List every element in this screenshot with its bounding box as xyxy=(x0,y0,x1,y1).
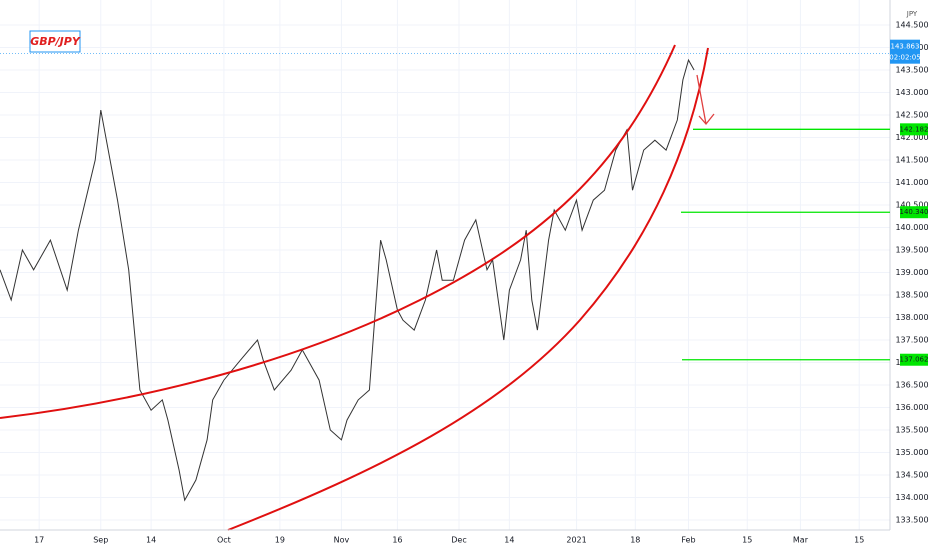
currency: JPY xyxy=(906,10,918,18)
x-tick-label: 19 xyxy=(275,536,285,545)
price-line xyxy=(0,58,695,502)
chart-title: GBP/JPY xyxy=(30,35,81,48)
y-tick-label: 143.000 xyxy=(895,88,928,97)
y-tick-label: 141.500 xyxy=(895,156,928,165)
x-tick-label: 14 xyxy=(146,536,156,545)
x-tick-label: 14 xyxy=(504,536,514,545)
grid xyxy=(0,0,890,530)
y-tick-label: 138.500 xyxy=(895,291,928,300)
y-tick-label: 140.500 xyxy=(895,201,928,210)
y-tick-label: 139.500 xyxy=(895,246,928,255)
y-tick-label: 133.500 xyxy=(895,516,928,525)
title-box xyxy=(29,30,81,53)
x-tick-label: Feb xyxy=(681,536,695,545)
y-tick-label: 143.500 xyxy=(895,66,928,75)
y-tick-label: 138.000 xyxy=(895,313,928,322)
x-tick-label: Dec xyxy=(451,536,466,545)
level-label: 140.340 xyxy=(900,208,929,216)
level-box xyxy=(900,123,928,136)
x-tick-label: Oct xyxy=(217,536,231,545)
x-tick-label: 16 xyxy=(392,536,402,545)
x-tick-label: Nov xyxy=(334,536,350,545)
last-price-label: 143.863 xyxy=(891,43,920,51)
level-label: 137.062 xyxy=(900,356,929,364)
channel-lower xyxy=(227,47,709,531)
y-tick-label: 139.000 xyxy=(895,268,928,277)
x-tick-label: 17 xyxy=(34,536,44,545)
y-tick-label: 136.000 xyxy=(895,403,928,412)
x-tick-label: Mar xyxy=(793,536,809,545)
y-tick-label: 142.500 xyxy=(895,111,928,120)
level-box xyxy=(900,206,928,219)
y-tick-label: 134.000 xyxy=(895,493,928,502)
y-tick-label: 135.000 xyxy=(895,448,928,457)
x-tick-label: 15 xyxy=(742,536,752,545)
plot xyxy=(0,58,695,502)
y-tick-label: 141.000 xyxy=(895,178,928,187)
x-tick-label: 18 xyxy=(630,536,640,545)
channel-upper xyxy=(0,44,676,419)
y-tick-label: 144.500 xyxy=(895,21,928,30)
countdown: 02:02:05 xyxy=(889,54,920,62)
y-tick-label: 134.500 xyxy=(895,471,928,480)
y-tick-label: 137.500 xyxy=(895,336,928,345)
last-price-box xyxy=(890,39,920,64)
y-tick-label: 136.500 xyxy=(895,381,928,390)
x-tick-label: 15 xyxy=(854,536,864,545)
level-label: 142.182 xyxy=(900,125,929,133)
y-tick-label: 135.500 xyxy=(895,426,928,435)
level-box xyxy=(900,353,928,366)
y-tick-label: 140.000 xyxy=(895,223,928,232)
arrow xyxy=(696,74,715,126)
y-tick-label: 142.000 xyxy=(895,133,928,142)
x-tick-label: Sep xyxy=(93,536,108,545)
x-tick-label: 2021 xyxy=(566,536,586,545)
